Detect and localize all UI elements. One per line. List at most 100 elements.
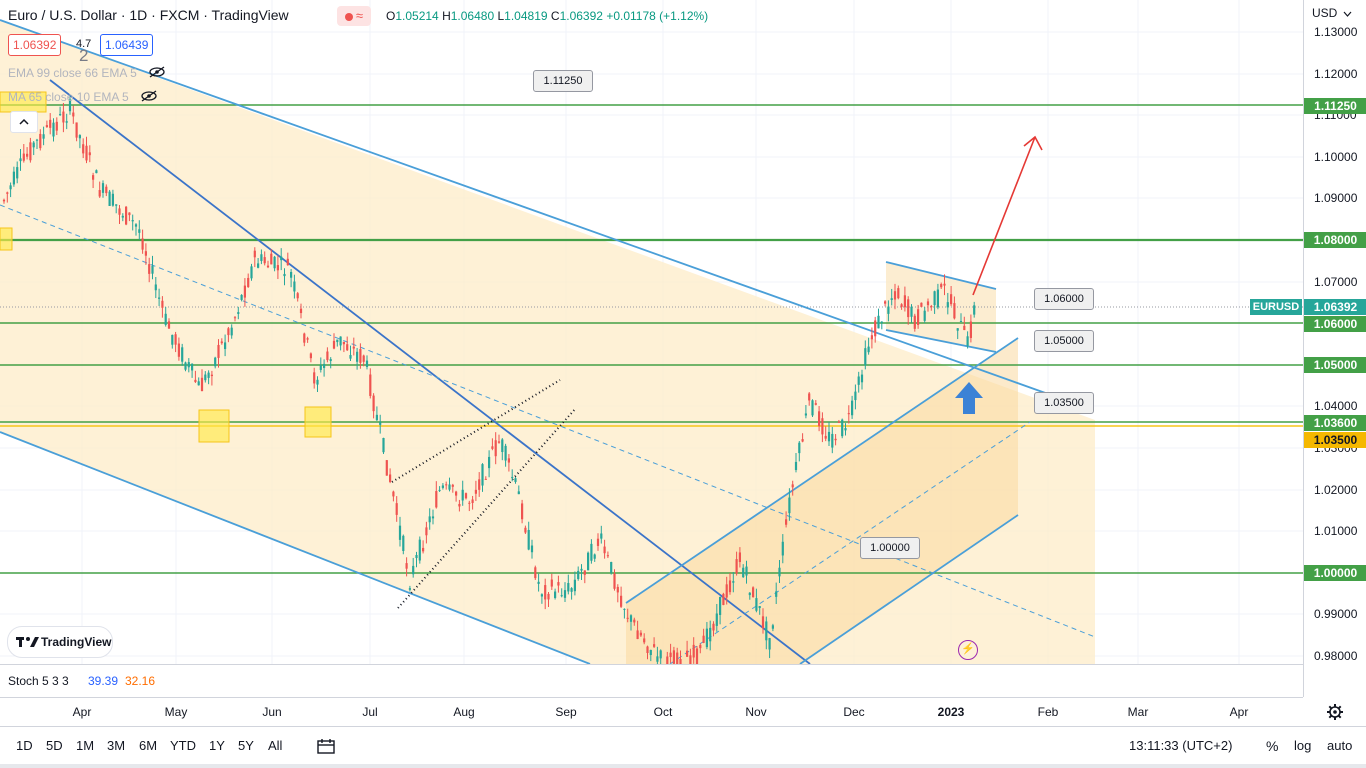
callout-106[interactable]: 1.06000 [1034,288,1094,310]
candle-body [389,474,392,482]
month-label: Dec [843,705,865,719]
candle-body [887,306,890,314]
indicator-ma[interactable]: MA 65 close 10 EMA 5 [8,90,158,105]
candle-body [448,484,451,490]
candle-body [398,525,402,540]
symbol-tag[interactable]: EURUSD [1250,299,1302,315]
timeframe-button[interactable]: 5Y [238,738,254,753]
candle-body [131,219,134,222]
candle-body [339,336,342,346]
timeframe-button[interactable]: 5D [46,738,63,753]
price-tag: 1.00000 [1304,565,1366,581]
ribbon-icon[interactable]: ≈ [337,6,371,26]
candle-body [313,372,316,384]
candle-body [115,204,118,206]
candle-body [280,256,283,261]
price-scale[interactable]: USD 1.13000 1.12000 1.11000 1.10000 1.09000 1… [1303,0,1366,697]
timeframe-button[interactable]: 1M [76,738,95,753]
stochastic-pane[interactable]: Stoch 5 3 3 39.39 32.16 [0,664,1303,698]
candle-body [250,266,253,279]
candle-body [600,533,603,539]
candle-body [933,291,936,306]
callout-1035[interactable]: 1.03500 [1034,392,1094,414]
candle-body [273,256,276,269]
indicator-ma-label: MA 65 close 10 EMA 5 [8,90,129,104]
candle-body [910,306,913,317]
spread-value: 4.7 [76,38,92,50]
trend-line-steep [49,79,811,664]
eye-off-icon[interactable] [140,90,158,105]
candle-body [666,656,669,664]
candle-body [319,365,322,370]
indicator-ema-label: EMA 99 close 66 EMA 5 [8,66,137,80]
candle-body [441,485,444,488]
candle-body [804,413,807,416]
timeframe-button[interactable]: All [268,738,283,753]
symbol-title[interactable]: Euro / U.S. Dollar · 1D · FXCM · Trading… [8,7,289,23]
candle-body [702,635,705,643]
auto-toggle[interactable]: auto [1327,738,1353,753]
candle-body [362,355,365,362]
candle-body [260,254,263,262]
lightning-icon[interactable]: ⚡ [958,640,978,660]
candle-body [148,264,151,274]
candle-body [629,615,633,622]
chart-canvas[interactable]: Euro / U.S. Dollar · 1D · FXCM · Trading… [0,0,1303,664]
candle-body [745,566,748,576]
price-chart[interactable] [0,0,1303,664]
candle-body [207,372,210,378]
candle-body [540,594,543,597]
callout-105[interactable]: 1.05000 [1034,330,1094,352]
candle-body [72,112,75,117]
clock[interactable]: 13:11:33 (UTC+2) [1129,738,1233,753]
candle-body [504,445,507,461]
callout-100[interactable]: 1.00000 [860,537,920,559]
candle-body [521,503,524,520]
candle-body [59,114,62,116]
sell-button[interactable]: 1.06392 [8,34,62,56]
collapse-legend-button[interactable] [10,111,38,133]
month-label: Jun [262,705,282,719]
candle-body [554,591,557,598]
callout-text: 1.05000 [1044,335,1084,347]
candle-body [98,190,101,197]
candle-body [857,376,860,385]
candle-body [26,153,29,157]
timeframe-button[interactable]: YTD [170,738,196,753]
candle-body [402,535,405,551]
layer-count: 2 [79,46,89,65]
candle-body [824,435,827,439]
flag-bottom [885,329,997,353]
ohlc-open: 1.05214 [395,9,439,23]
candle-body [105,186,108,194]
eye-off-icon[interactable] [148,66,166,81]
month-label: Jul [362,705,378,719]
callout-11250[interactable]: 1.11250 [533,70,593,92]
candle-body [128,212,131,216]
month-label: Feb [1037,705,1059,719]
timeframe-button[interactable]: 1Y [209,738,225,753]
candle-body [118,208,121,215]
candle-body [359,349,362,363]
candle-body [603,546,606,554]
tradingview-logo[interactable]: TradingView [7,626,113,658]
timeframe-button[interactable]: 6M [139,738,158,753]
timeframe-button[interactable]: 3M [107,738,126,753]
candle-body [167,321,171,329]
percent-toggle[interactable]: % [1266,738,1279,754]
date-range-icon[interactable] [317,738,335,757]
time-axis[interactable]: Apr May Jun Jul Aug Sep Oct Nov Dec 2023 Feb Mar Apr [0,697,1343,726]
candle-body [257,263,260,268]
timeframe-button[interactable]: 1D [16,738,33,753]
currency-selector[interactable]: USD [1312,6,1352,20]
price-tag: 1.05000 [1304,357,1366,373]
log-toggle[interactable]: log [1294,738,1312,753]
candle-body [946,302,949,308]
ohlc-close: 1.06392 [559,9,603,23]
settings-icon[interactable] [1326,703,1344,724]
indicator-ema[interactable]: EMA 99 close 66 EMA 5 [8,66,166,81]
candle-body [926,301,930,306]
buy-button[interactable]: 1.06439 [100,34,154,56]
candle-body [725,584,728,598]
candle-body [395,503,398,515]
